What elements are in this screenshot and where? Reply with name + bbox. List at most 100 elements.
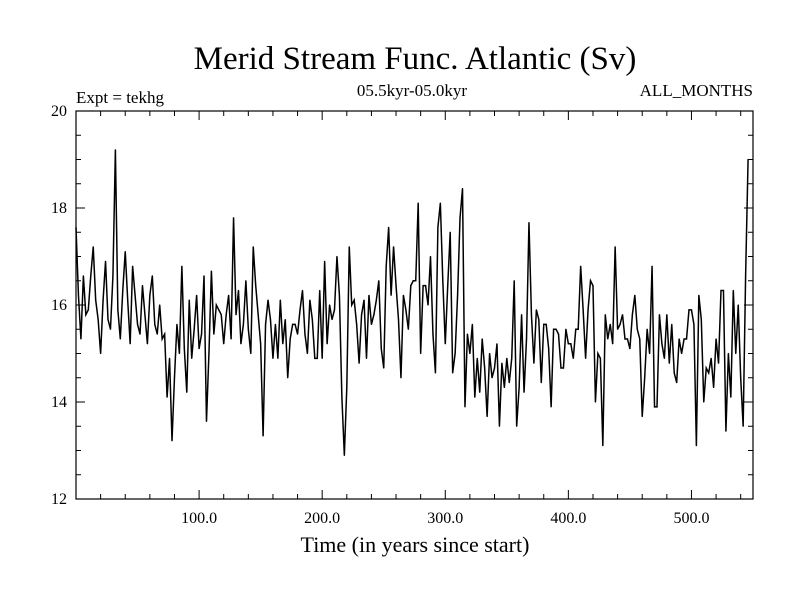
data-point — [437, 226, 439, 228]
data-point — [296, 333, 299, 335]
data-point — [191, 357, 193, 359]
y-tick-label: 18 — [51, 200, 67, 217]
data-point — [516, 425, 518, 427]
data-point — [122, 289, 124, 292]
data-point — [80, 338, 82, 340]
data-point — [400, 377, 402, 379]
data-point — [452, 372, 454, 374]
data-point — [193, 328, 195, 330]
data-point — [557, 333, 560, 335]
data-point — [442, 280, 444, 282]
data-point — [535, 309, 537, 311]
data-point — [321, 357, 323, 359]
data-point — [668, 362, 670, 364]
data-point — [183, 348, 185, 350]
data-point — [585, 357, 587, 359]
y-tick-label: 20 — [51, 103, 67, 120]
data-point — [343, 454, 345, 456]
data-point — [213, 333, 215, 335]
data-point — [604, 314, 606, 316]
data-point — [575, 328, 577, 330]
data-point — [666, 314, 668, 316]
data-point — [402, 294, 405, 296]
data-point — [456, 294, 459, 296]
data-point — [479, 391, 481, 393]
data-point — [356, 323, 358, 325]
data-point — [653, 406, 656, 408]
data-point — [232, 217, 235, 219]
data-point — [713, 386, 715, 389]
data-point — [476, 357, 478, 359]
data-point — [181, 265, 183, 267]
data-point — [555, 328, 557, 330]
data-point — [215, 304, 217, 306]
data-point — [267, 299, 269, 301]
data-point — [161, 338, 163, 340]
x-tick-label: 200.0 — [304, 510, 340, 527]
data-point — [506, 357, 508, 359]
data-point — [412, 280, 414, 282]
data-point — [676, 382, 678, 384]
data-point — [624, 338, 626, 340]
data-point — [373, 314, 375, 316]
data-point — [656, 406, 658, 408]
data-point — [363, 299, 365, 301]
data-point — [353, 299, 355, 301]
data-point — [639, 338, 641, 340]
data-point — [245, 280, 247, 282]
data-point — [612, 343, 614, 345]
data-point — [109, 328, 112, 330]
data-point — [427, 304, 429, 306]
data-point — [277, 357, 279, 359]
data-point — [747, 158, 749, 161]
data-point — [388, 226, 390, 228]
data-point — [410, 285, 412, 287]
data-point — [124, 251, 126, 253]
data-point — [117, 309, 119, 311]
y-tick-label: 14 — [51, 394, 67, 411]
data-point — [272, 357, 274, 359]
data-point — [196, 294, 198, 296]
data-point — [683, 338, 685, 340]
y-tick-label: 16 — [51, 297, 67, 314]
data-point — [200, 333, 203, 335]
data-point — [141, 285, 144, 287]
data-point — [520, 314, 523, 316]
data-point — [528, 221, 530, 224]
data-point — [237, 289, 240, 292]
data-point — [171, 440, 173, 442]
data-point — [565, 328, 567, 330]
data-point — [218, 309, 220, 311]
data-point — [471, 323, 473, 325]
data-point — [730, 396, 732, 398]
data-point — [279, 299, 281, 301]
data-point — [230, 338, 232, 340]
data-point — [649, 352, 651, 355]
data-point — [727, 352, 729, 355]
data-point — [314, 357, 316, 359]
data-point — [397, 318, 400, 321]
data-point — [673, 372, 675, 374]
data-point — [543, 323, 545, 325]
data-point — [464, 406, 466, 408]
data-point — [424, 285, 427, 287]
data-point — [567, 343, 569, 345]
data-point — [708, 372, 710, 374]
data-point — [225, 314, 227, 316]
data-point — [496, 343, 498, 345]
data-point — [274, 323, 277, 325]
data-point — [466, 333, 469, 335]
data-point — [262, 435, 264, 437]
data-point — [530, 314, 533, 316]
x-axis-label: Time (in years since start) — [301, 532, 530, 557]
data-point — [540, 382, 542, 384]
data-point — [100, 352, 102, 355]
data-point — [176, 323, 178, 325]
data-point — [577, 328, 579, 330]
data-point — [432, 333, 434, 335]
data-point — [319, 289, 321, 292]
data-point — [658, 314, 661, 316]
data-point — [235, 314, 237, 316]
data-point — [587, 309, 589, 311]
data-point — [703, 401, 705, 403]
